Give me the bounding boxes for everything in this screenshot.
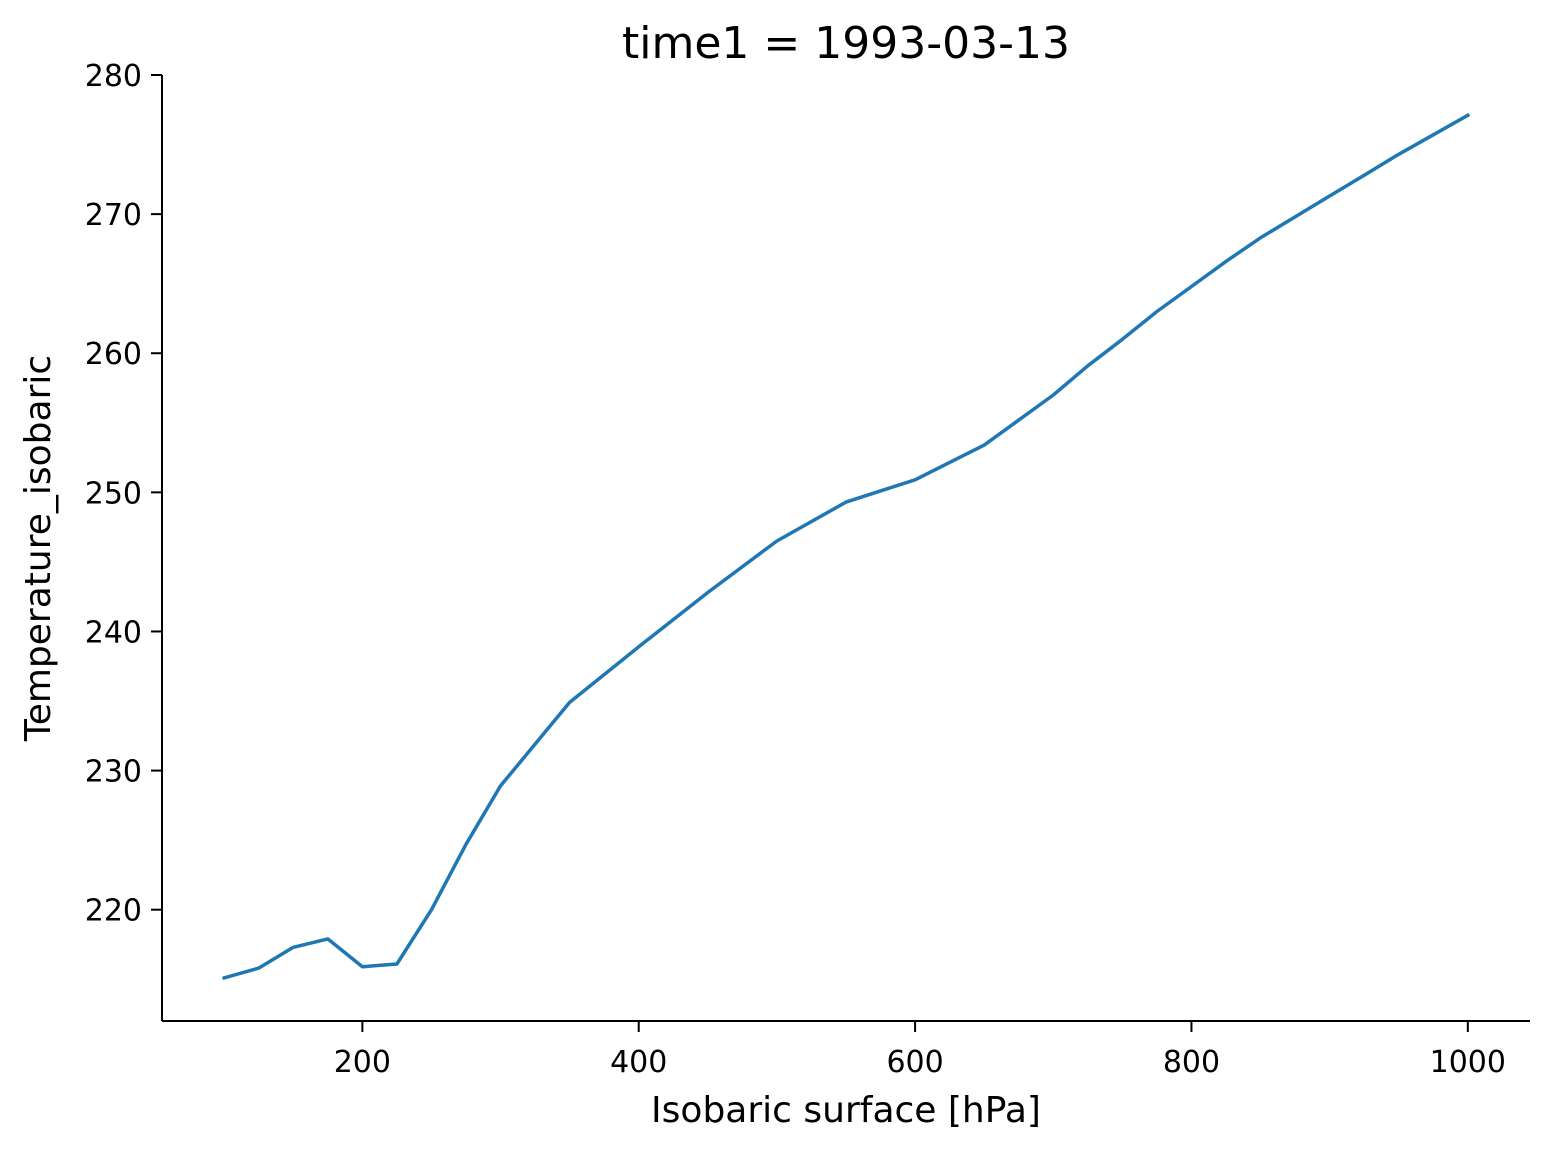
y-tick-label: 230 (85, 755, 142, 790)
y-tick-label: 280 (85, 59, 142, 94)
y-tick-label: 240 (85, 615, 142, 650)
y-tick-label: 220 (85, 894, 142, 929)
y-tick-label: 270 (85, 198, 142, 233)
y-tick-label: 250 (85, 476, 142, 511)
y-axis-label: Temperature_isobaric (18, 355, 59, 742)
x-tick-label: 200 (334, 1045, 391, 1080)
plot-area (222, 112, 1471, 981)
y-axis-ticks: 220 230 240 250 260 270 280 (85, 59, 162, 929)
y-tick-label: 260 (85, 337, 142, 372)
x-axis-label: Isobaric surface [hPa] (651, 1090, 1041, 1131)
x-tick-label: 800 (1163, 1045, 1220, 1080)
x-tick-label: 1000 (1430, 1045, 1506, 1080)
series-line (222, 112, 1471, 981)
x-tick-label: 600 (886, 1045, 943, 1080)
x-tick-label: 400 (610, 1045, 667, 1080)
chart-title: time1 = 1993-03-13 (622, 18, 1070, 69)
x-axis-ticks: 200 400 600 800 1000 (334, 1021, 1506, 1080)
